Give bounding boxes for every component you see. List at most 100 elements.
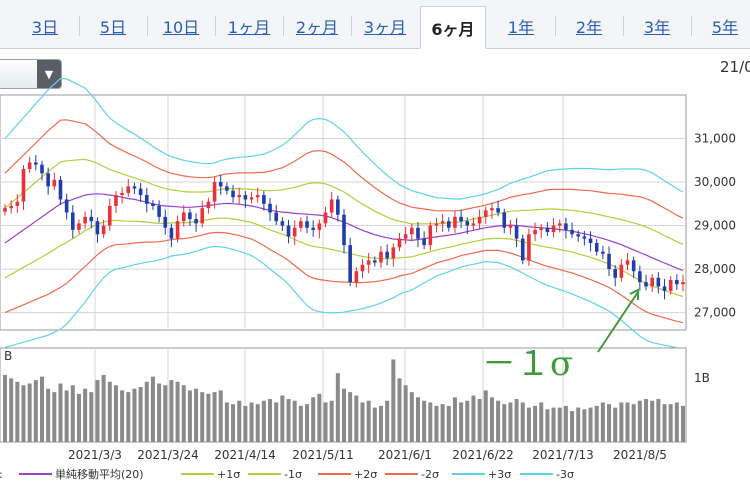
volume-bar xyxy=(483,390,488,442)
candle-body xyxy=(576,234,581,237)
volume-bar xyxy=(200,392,205,442)
volume-bar xyxy=(674,402,679,442)
volume-bar xyxy=(21,385,26,442)
volume-bar xyxy=(348,392,353,442)
candle-body xyxy=(15,201,20,206)
candle-body xyxy=(225,186,229,191)
y-tick-label: 31,000 xyxy=(694,132,736,146)
candle-body xyxy=(120,192,124,196)
volume-bar xyxy=(120,390,125,442)
tab-1[interactable]: 5日 xyxy=(99,18,127,37)
volume-bar xyxy=(231,404,236,442)
volume-bar xyxy=(576,407,581,442)
volume-bar xyxy=(317,393,322,442)
candle-body xyxy=(434,223,439,226)
tab-2[interactable]: 10日 xyxy=(162,18,200,37)
candle-body xyxy=(477,216,482,224)
tab-5[interactable]: 3ヶ月 xyxy=(363,18,407,37)
candle-body xyxy=(527,234,531,261)
candle-body xyxy=(206,201,211,209)
tab-separator xyxy=(555,16,556,36)
volume-bar xyxy=(637,400,642,442)
volume-bar xyxy=(354,395,359,442)
candle-body xyxy=(181,212,186,222)
volume-bar xyxy=(391,359,396,442)
candle-body xyxy=(27,162,32,169)
candle-body xyxy=(496,208,500,213)
volume-bar xyxy=(372,407,377,442)
volume-bar xyxy=(58,383,63,442)
volume-bar xyxy=(3,374,7,442)
candle-body xyxy=(255,195,260,198)
volume-bar xyxy=(557,407,562,442)
tab-separator xyxy=(215,16,216,36)
tab-6[interactable]: 6ヶ月 xyxy=(420,6,486,49)
candle-body xyxy=(101,225,106,235)
candle-body xyxy=(299,221,303,228)
volume-bar xyxy=(600,402,605,442)
tab-separator xyxy=(79,16,80,36)
x-tick-label: 2021/6/1 xyxy=(378,448,432,462)
volume-bar xyxy=(150,376,155,442)
candle-body xyxy=(619,264,624,278)
candle-body xyxy=(114,195,118,206)
volume-bar xyxy=(138,386,143,442)
volume-bar xyxy=(342,388,346,442)
volume-bar xyxy=(175,381,180,442)
x-axis-labels: 2021/3/3 2021/3/24 2021/4/14 2021/5/11 2021/… xyxy=(68,448,667,462)
tab-8[interactable]: 2年 xyxy=(575,18,603,37)
legend-label: +3σ xyxy=(488,468,511,481)
volume-bar xyxy=(619,402,624,442)
candle-body xyxy=(520,238,525,261)
volume-bar xyxy=(385,400,390,442)
price-panel: 31,000 30,000 29,000 28,000 27,000 xyxy=(0,77,736,350)
candle-body xyxy=(317,223,322,230)
tab-0[interactable]: 3日 xyxy=(31,18,59,37)
candle-body xyxy=(175,221,180,239)
volume-panel-label: B xyxy=(4,349,12,363)
volume-bar xyxy=(434,405,439,442)
volume-bar xyxy=(551,407,556,442)
tab-separator xyxy=(283,16,284,36)
period-tab-bar: 3日 5日 10日 1ヶ月 2ヶ月 3ヶ月 6ヶ月 1年 2年 3年 5年 xyxy=(0,0,750,49)
volume-bar xyxy=(613,407,618,442)
candle-body xyxy=(169,227,174,239)
volume-bar xyxy=(274,402,279,442)
candle-body xyxy=(212,182,217,202)
volume-bar xyxy=(440,404,445,442)
candle-body xyxy=(675,279,679,285)
candle-body xyxy=(644,282,648,287)
candle-body xyxy=(416,227,420,239)
candle-body xyxy=(354,271,359,283)
chevron-down-icon[interactable]: ▼ xyxy=(37,60,61,88)
legend-label: -2σ xyxy=(421,468,439,481)
y-tick-label: 29,000 xyxy=(694,219,736,233)
volume-bar xyxy=(631,404,636,442)
volume-bar xyxy=(366,400,371,442)
legend-label: -3σ xyxy=(556,468,574,481)
tab-7[interactable]: 1年 xyxy=(507,18,535,37)
tab-4[interactable]: 2ヶ月 xyxy=(295,18,339,37)
volume-bar xyxy=(305,404,310,442)
candle-body xyxy=(601,251,605,254)
volume-bar xyxy=(415,397,420,442)
volume-bar xyxy=(422,400,427,442)
tab-3[interactable]: 1ヶ月 xyxy=(227,18,271,37)
tab-10[interactable]: 5年 xyxy=(711,18,739,37)
volume-bar xyxy=(83,388,88,442)
candle-body xyxy=(502,212,507,228)
chart-type-select[interactable]: ▼ xyxy=(0,59,62,89)
volume-bar xyxy=(64,390,69,442)
volume-bar xyxy=(360,402,365,442)
candle-body xyxy=(403,234,408,239)
volume-bar xyxy=(206,393,211,442)
candle-body xyxy=(668,279,673,291)
candle-body xyxy=(311,227,315,230)
volume-bar xyxy=(218,390,223,442)
volume-bar xyxy=(181,385,186,442)
candle-body xyxy=(391,247,396,259)
tab-9[interactable]: 3年 xyxy=(643,18,671,37)
volume-bar xyxy=(514,399,519,442)
volume-bar xyxy=(662,404,667,442)
